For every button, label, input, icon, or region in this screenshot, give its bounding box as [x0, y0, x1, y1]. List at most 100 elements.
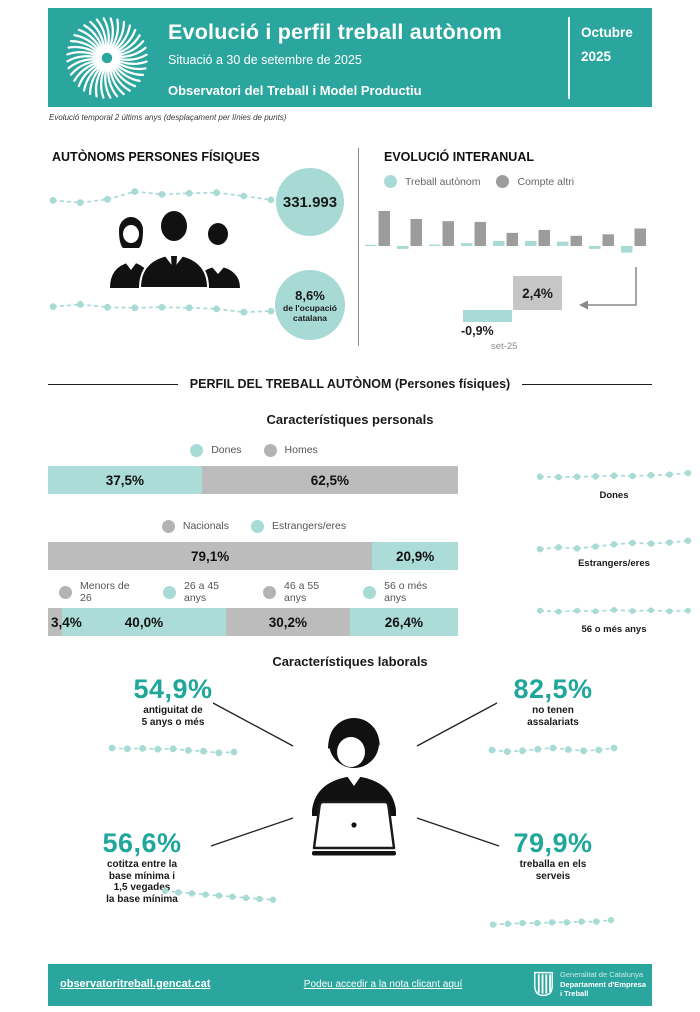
methodology-note: Evolució temporal 2 últims anys (desplaç… — [49, 113, 287, 122]
period-month: Octubre — [581, 25, 633, 40]
stat-cotitzacio-line2: base mínima i — [108, 870, 176, 882]
title-rule-right — [522, 383, 653, 385]
bar-segment: 26,4% — [349, 608, 458, 636]
total-autonoms-value: 331.993 — [282, 193, 338, 211]
logo-line3: i Treball — [560, 989, 589, 998]
callout-arrow-icon — [579, 267, 637, 310]
evolucio-heading: EVOLUCIÓ INTERANUAL — [384, 150, 534, 164]
legend-label-56mes: 56 o més anys — [384, 580, 428, 604]
56mes-trend: 56 o més anys — [535, 600, 693, 635]
callout-period: set-25 — [491, 341, 518, 352]
legend-dot-nacionals — [161, 519, 175, 533]
legend-label-compte-altri: Compte altri — [517, 175, 575, 188]
legend-dot-homes — [263, 443, 277, 457]
stat-antiguitat-line1: antiguitat de — [143, 705, 203, 716]
generalitat-logo-text: Generalitat de Catalunya Departament d'E… — [560, 970, 646, 999]
nationality-bar-group: Nacionals Estrangers/eres 79,1% 20,9% — [48, 516, 460, 570]
header-divider — [568, 17, 570, 99]
share-value: 8,6% — [295, 287, 325, 303]
stat-cotitzacio-line1: cotitza entre la — [106, 859, 178, 870]
stat-serveis-value: 79,9% — [513, 828, 593, 858]
serveis-sparkline — [489, 916, 615, 928]
stat-antiguitat-value: 54,9% — [133, 674, 213, 704]
connector-lines — [210, 702, 500, 847]
logo-line1: Generalitat de Catalunya — [560, 970, 643, 979]
share-label-line1: de l'ocupació — [283, 302, 337, 313]
age-legend: Menors de 26 26 a 45 anys 46 a 55 anys 5… — [48, 580, 460, 604]
footer-note-link[interactable]: Podeu accedir a la nota clicant aquí — [303, 979, 463, 990]
spiral-logo-icon — [66, 17, 148, 99]
laborals-heading: Característiques laborals — [272, 654, 428, 669]
personals-section: Característiques personals Dones Homes 3… — [48, 410, 692, 646]
56mes-sparkline — [537, 607, 691, 615]
evolucio-panel: EVOLUCIÓ INTERANUAL Treball autònom Comp… — [358, 140, 652, 352]
footer: observatoritreball.gencat.cat Podeu acce… — [48, 964, 652, 1006]
legend-label-dones: Dones — [211, 444, 242, 456]
nationality-stacked-bar: 79,1% 20,9% — [48, 542, 458, 570]
legend-dot-56mes — [363, 585, 377, 599]
stat-serveis-line1: treballa en els — [519, 859, 587, 870]
footer-site-link[interactable]: observatoritreball.gencat.cat — [60, 978, 211, 990]
perfil-section-title: PERFIL DEL TREBALL AUTÒNOM (Persones fís… — [48, 377, 653, 391]
org-name: Observatori del Treball i Model Producti… — [168, 83, 422, 98]
legend-dot-dones — [190, 443, 204, 457]
stat-cotitzacio-line4: la base mínima — [106, 893, 178, 905]
dones-sparkline — [536, 469, 692, 481]
autonoms-total-sparkline — [49, 188, 275, 207]
evolucio-legend: Treball autònom Compte altri — [384, 175, 574, 188]
ocupacio-share-badge: 8,6% de l'ocupació catalana — [275, 270, 345, 340]
bar-segment: 20,9% — [372, 542, 458, 570]
panel-divider — [358, 148, 359, 346]
generalitat-logo: Generalitat de Catalunya Departament d'E… — [533, 970, 646, 999]
legend-label-estrangers: Estrangers/eres — [271, 520, 347, 532]
stat-assalariats-value: 82,5% — [513, 674, 593, 704]
stat-assalariats-line1: no tenen — [532, 705, 574, 716]
perfil-title-text: PERFIL DEL TREBALL AUTÒNOM (Persones fís… — [189, 377, 511, 391]
legend-dot-estrangers — [250, 519, 264, 533]
dones-trend: Dones — [535, 464, 693, 501]
header: Evolució i perfil treball autònom Situac… — [48, 8, 652, 107]
bar-segment: 3,4% — [48, 608, 82, 636]
page-title: Evolució i perfil treball autònom — [168, 20, 502, 44]
assalariats-sparkline — [488, 744, 618, 755]
header-text-block: Evolució i perfil treball autònom Situac… — [168, 20, 502, 98]
legend-dot-compte-altri — [496, 175, 510, 188]
logo-line2: Departament d'Empresa — [560, 979, 646, 989]
stat-sense-assalariats: 82,5% no tenen assalariats — [468, 674, 638, 763]
legend-label-homes: Homes — [284, 444, 318, 456]
stat-serveis: 79,9% treballa en els serveis — [468, 828, 638, 882]
period-badge: Octubre 2025 — [581, 21, 633, 69]
generalitat-shield-icon — [534, 972, 553, 997]
ocupacio-share-sparkline — [49, 301, 275, 316]
legend-dot-menors26 — [59, 585, 72, 599]
gender-stacked-bar: 37,5% 62,5% — [48, 466, 458, 494]
total-autonoms-badge: 331.993 — [276, 168, 344, 236]
people-group-icon — [110, 209, 240, 288]
56mes-trend-label: 56 o més anys — [581, 624, 647, 635]
title-rule-left — [48, 383, 178, 385]
legend-dot-46a55 — [263, 585, 277, 599]
cotitzacio-sparkline — [161, 887, 277, 903]
stat-assalariats-line2: assalariats — [527, 716, 579, 728]
legend-label-26a45: 26 a 45 anys — [183, 580, 220, 604]
autonoms-heading: AUTÒNOMS PERSONES FÍSIQUES — [52, 150, 260, 164]
share-label-line2: catalana — [292, 312, 328, 323]
estrangers-sparkline — [536, 537, 692, 553]
stat-antiguitat-line2: 5 anys o més — [141, 716, 205, 728]
person-laptop-icon — [312, 718, 396, 856]
callout-teal-bar — [463, 310, 512, 322]
personals-heading: Característiques personals — [266, 412, 434, 427]
bar-segment: 37,5% — [48, 466, 202, 494]
top-panels: AUTÒNOMS PERSONES FÍSIQUES 331.993 8,6% … — [48, 140, 652, 352]
legend-label-treball-autonom: Treball autònom — [405, 175, 481, 188]
legend-dot-26a45 — [162, 585, 176, 599]
dones-trend-label: Dones — [599, 490, 629, 501]
estrangers-trend: Estrangers/eres — [535, 532, 693, 569]
stat-cotitzacio: 56,6% cotitza entre la base mínima i 1,5… — [62, 828, 222, 905]
bar-segment: 79,1% — [48, 542, 373, 570]
callout-teal-value: -0,9% — [461, 324, 494, 338]
bar-segment: 62,5% — [201, 466, 458, 494]
gender-legend: Dones Homes — [48, 440, 460, 460]
legend-label-46a55: 46 a 55 anys — [284, 580, 320, 604]
